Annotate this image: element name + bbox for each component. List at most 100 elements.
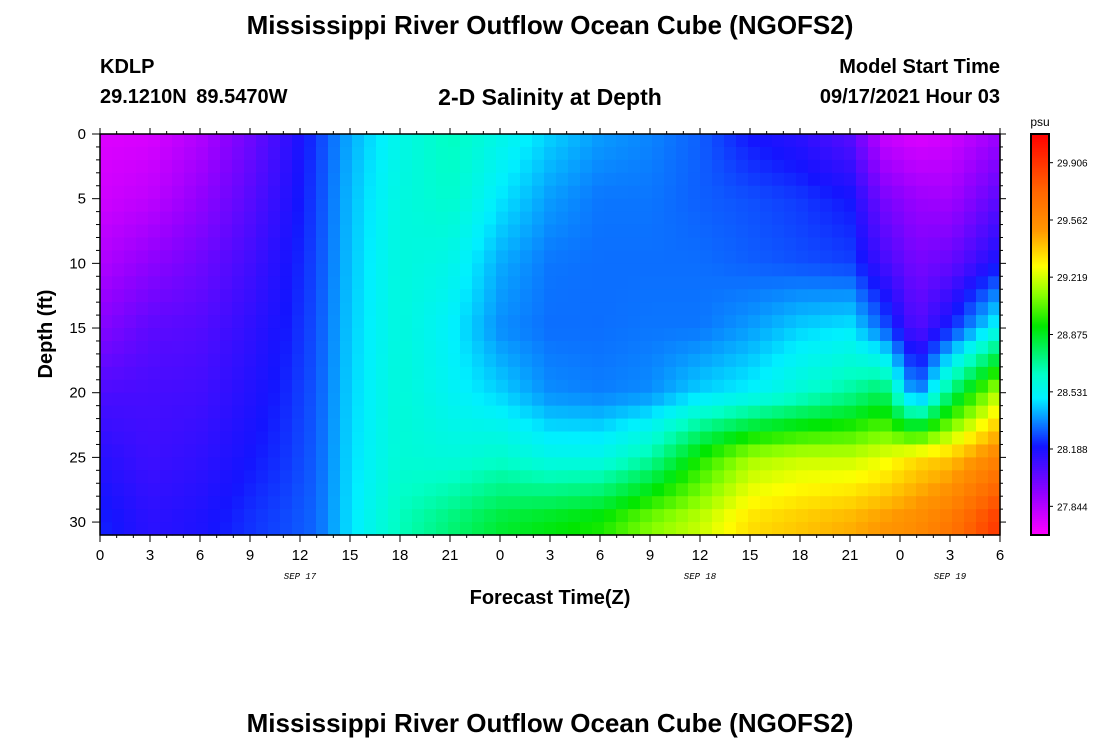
- station-coordinates: 29.1210N 89.5470W: [100, 86, 288, 108]
- heatmap-cell: [436, 431, 449, 446]
- heatmap-cell: [532, 159, 545, 174]
- heatmap-cell: [856, 340, 869, 355]
- heatmap-cell: [280, 159, 293, 174]
- heatmap-cell: [244, 185, 257, 200]
- heatmap-cell: [700, 159, 713, 174]
- heatmap-cell: [664, 250, 677, 264]
- y-tick-label: 25: [69, 449, 86, 466]
- heatmap-cell: [424, 185, 437, 200]
- colorbar-segment: [1031, 278, 1049, 281]
- heatmap-cell: [604, 366, 617, 381]
- heatmap-cell: [364, 496, 377, 510]
- heatmap-cell: [640, 405, 653, 420]
- heatmap-cell: [844, 289, 857, 303]
- heatmap-cell: [220, 328, 233, 342]
- heatmap-cell: [652, 522, 665, 536]
- heatmap-cell: [508, 340, 521, 355]
- heatmap-cell: [784, 276, 797, 290]
- heatmap-cell: [976, 315, 989, 329]
- heatmap-cell: [772, 509, 785, 523]
- colorbar-segment: [1031, 490, 1049, 494]
- heatmap-cell: [928, 418, 941, 433]
- heatmap-cell: [520, 418, 533, 433]
- heatmap-cell: [808, 276, 821, 290]
- heatmap-cell: [184, 198, 197, 213]
- heatmap-cell: [232, 496, 245, 510]
- heatmap-cell: [124, 379, 137, 394]
- heatmap-cell: [664, 198, 677, 213]
- heatmap-cell: [100, 159, 113, 174]
- heatmap-cell: [448, 328, 461, 342]
- heatmap-cell: [904, 159, 917, 174]
- heatmap-cell: [148, 444, 161, 458]
- heatmap-cell: [196, 379, 209, 394]
- heatmap-cell: [208, 146, 221, 161]
- heatmap-cell: [868, 198, 881, 213]
- heatmap-cell: [340, 483, 353, 497]
- heatmap-cell: [400, 276, 413, 290]
- heatmap-cell: [520, 276, 533, 290]
- heatmap-cell: [592, 159, 605, 174]
- heatmap-cell: [856, 418, 869, 433]
- heatmap-cell: [772, 496, 785, 510]
- heatmap-cell: [544, 276, 557, 290]
- heatmap-cell: [580, 379, 593, 394]
- heatmap-cell: [172, 457, 185, 471]
- heatmap-cell: [964, 211, 977, 226]
- heatmap-cell: [688, 522, 701, 536]
- heatmap-cell: [484, 340, 497, 355]
- heatmap-cell: [340, 379, 353, 394]
- heatmap-cell: [580, 237, 593, 252]
- heatmap-cell: [496, 405, 509, 420]
- heatmap-cell: [844, 509, 857, 523]
- heatmap-cell: [376, 379, 389, 394]
- heatmap-cell: [172, 185, 185, 200]
- heatmap-cell: [112, 159, 125, 174]
- heatmap-cell: [388, 289, 401, 303]
- heatmap-cell: [316, 263, 329, 277]
- heatmap-cell: [880, 263, 893, 277]
- heatmap-cell: [712, 289, 725, 303]
- heatmap-cell: [436, 392, 449, 407]
- colorbar-segment: [1031, 488, 1049, 492]
- heatmap-cell: [472, 198, 485, 213]
- heatmap-cell: [916, 496, 929, 510]
- heatmap-cell: [316, 328, 329, 342]
- heatmap-cell: [964, 496, 977, 510]
- heatmap-cell: [292, 405, 305, 420]
- colorbar-segment: [1031, 242, 1049, 245]
- heatmap-cell: [892, 185, 905, 200]
- heatmap-cell: [460, 366, 473, 381]
- heatmap-cell: [376, 185, 389, 200]
- heatmap-cell: [904, 340, 917, 355]
- heatmap-cell: [184, 172, 197, 187]
- heatmap-cell: [460, 185, 473, 200]
- heatmap-cell: [892, 353, 905, 368]
- heatmap-cell: [952, 483, 965, 497]
- heatmap-cell: [400, 159, 413, 174]
- heatmap-cell: [412, 418, 425, 433]
- heatmap-cell: [448, 353, 461, 368]
- heatmap-cell: [880, 457, 893, 471]
- heatmap-cell: [520, 263, 533, 277]
- heatmap-cell: [760, 470, 773, 484]
- heatmap-cell: [220, 289, 233, 303]
- heatmap-cell: [952, 134, 965, 148]
- heatmap-cell: [964, 159, 977, 174]
- heatmap-cell: [244, 392, 257, 407]
- heatmap-cell: [664, 302, 677, 316]
- heatmap-cell: [964, 263, 977, 277]
- heatmap-cell: [496, 379, 509, 394]
- heatmap-cell: [400, 522, 413, 536]
- colorbar-segment: [1031, 302, 1049, 306]
- heatmap-cell: [868, 379, 881, 394]
- heatmap-cell: [424, 509, 437, 523]
- heatmap-cell: [448, 405, 461, 420]
- heatmap-cell: [352, 134, 365, 148]
- x-tick-label: 3: [146, 547, 154, 564]
- heatmap-cell: [748, 522, 761, 536]
- heatmap-cell: [136, 418, 149, 433]
- heatmap-cell: [916, 366, 929, 381]
- heatmap-cell: [652, 379, 665, 394]
- heatmap-cell: [520, 366, 533, 381]
